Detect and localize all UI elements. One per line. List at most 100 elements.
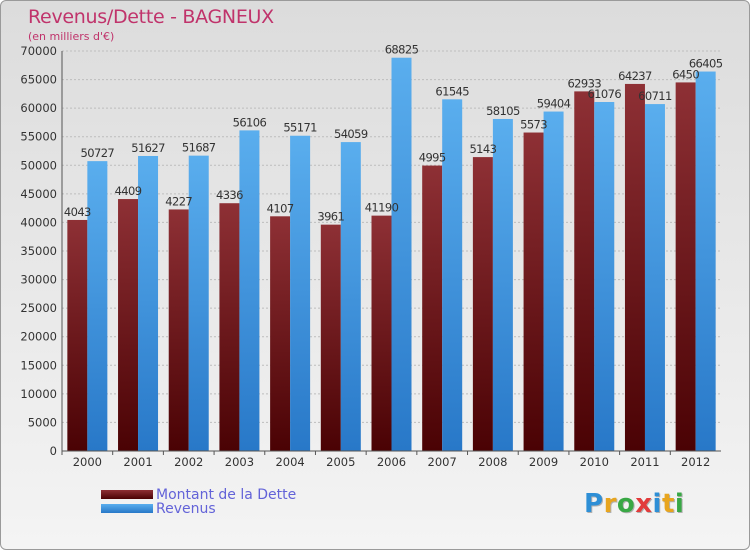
bar-revenue [492,118,513,451]
legend-label-revenue: Revenus [156,501,216,517]
x-tick-label: 2007 [428,455,457,469]
x-tick-label: 2006 [377,455,406,469]
data-label-revenue: 58105 [486,104,520,118]
bar-revenue [695,71,716,452]
y-tick-label: 55000 [20,130,57,144]
y-tick-label: 50000 [20,158,57,172]
y-tick-label: 65000 [20,73,57,87]
data-label-debt: 4336 [216,188,243,202]
bars [67,57,716,452]
bar-revenue [290,135,311,452]
bar-revenue [188,155,209,451]
bar-debt [675,82,696,451]
logo-letter: i [652,489,662,519]
data-label-revenue: 61545 [435,84,469,98]
bar-revenue [594,101,615,451]
chart-title: Revenus/Dette - BAGNEUX [28,6,274,28]
y-tick-label: 5000 [28,415,57,429]
data-label-revenue: 66405 [689,57,723,71]
data-label-debt: 4227 [165,194,192,208]
bar-debt [168,209,189,451]
y-tick-label: 30000 [20,273,57,287]
y-tick-label: 15000 [20,358,57,372]
bar-debt [624,83,645,451]
proxiti-logo: Proxiti [584,489,684,519]
data-label-debt: 4043 [64,205,91,219]
bar-debt [219,203,240,451]
y-tick-label: 0 [50,444,57,458]
bar-debt [523,132,544,451]
bar-revenue [239,130,260,451]
data-label-debt: 4995 [419,151,446,165]
data-label-debt: 64237 [618,69,652,83]
x-tick-label: 2012 [681,455,710,469]
bar-revenue [543,111,564,451]
data-label-revenue: 51687 [182,141,216,155]
y-tick-label: 25000 [20,301,57,315]
x-tick-label: 2011 [630,455,659,469]
x-tick-label: 2001 [123,455,152,469]
data-label-revenue: 60711 [638,89,672,103]
logo-letter: x [635,489,653,519]
x-tick-label: 2008 [478,455,507,469]
bar-debt [422,165,443,451]
data-label-revenue: 59404 [537,97,571,111]
bar-revenue [391,57,412,451]
legend-item-debt: Montant de la Dette [101,487,401,503]
y-tick-label: 45000 [20,187,57,201]
data-label-debt: 5143 [469,142,496,156]
data-label-debt: 3961 [317,210,344,224]
bar-revenue [138,155,159,451]
data-label-revenue: 54059 [334,127,368,141]
data-label-debt: 6450 [672,67,699,81]
y-tick-label: 20000 [20,330,57,344]
bar-debt [574,91,595,451]
y-tick-label: 70000 [20,44,57,58]
axes [61,51,721,452]
y-tick-label: 10000 [20,387,57,401]
bar-debt [67,219,88,451]
bar-debt [118,199,139,451]
y-axis-tick-labels: 0 5000 10000 15000 20000 25000 30000 35000 40000… [20,44,57,458]
data-label-debt: 5573 [520,118,547,132]
x-tick-label: 2009 [529,455,558,469]
bar-debt [320,224,341,451]
bar-revenue [340,142,361,451]
x-tick-label: 2003 [225,455,254,469]
data-label-revenue: 55171 [283,121,317,135]
legend-swatch-revenue [101,504,153,513]
bar-debt [270,216,291,451]
legend-item-revenue: Revenus [101,501,401,517]
bar-debt [371,215,392,451]
data-label-debt: 62933 [567,76,601,90]
legend-swatch-debt [101,490,153,499]
x-tick-label: 2000 [73,455,102,469]
bar-revenue [442,99,463,452]
y-tick-label: 40000 [20,215,57,229]
logo-letter: i [674,489,685,519]
data-label-revenue: 61076 [587,87,621,101]
x-tick-label: 2005 [326,455,355,469]
y-tick-label: 35000 [20,244,57,258]
data-label-revenue: 56106 [233,115,267,129]
data-labels: 4043 50727 4409 51627 4227 51687 4336 56106 4107… [64,43,723,224]
logo-letter: r [603,489,617,519]
x-tick-label: 2010 [580,455,609,469]
y-tick-label: 60000 [20,101,57,115]
data-label-debt: 4409 [115,184,142,198]
chart-subtitle: (en milliers d'€) [28,30,115,43]
logo-letter: t [661,489,675,519]
data-label-revenue: 51627 [131,141,165,155]
data-label-revenue: 50727 [81,146,115,160]
legend-label-debt: Montant de la Dette [156,487,297,503]
bar-debt [472,157,493,452]
data-label-debt: 4107 [267,201,294,215]
logo-letter: o [616,489,636,519]
bar-revenue [644,104,665,451]
bar-revenue [87,161,108,452]
data-label-debt: 41190 [365,201,399,215]
x-axis-tick-labels: 2000 2001 2002 2003 2004 2005 2006 2007 2008 2009… [61,451,710,469]
logo-letter: P [584,489,604,519]
